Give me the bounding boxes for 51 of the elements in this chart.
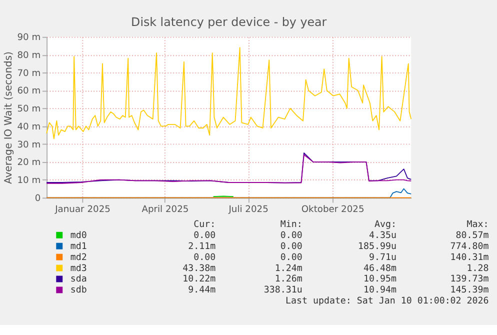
text: 139.73m	[450, 274, 490, 285]
text: 774.80m	[450, 242, 490, 252]
text: 185.99u	[358, 242, 397, 252]
text: Last update: Sat Jan 10 01:00:02 2026	[285, 296, 489, 307]
text: Cur:	[194, 220, 216, 230]
y-tick-label: 80 m	[17, 50, 41, 61]
x-tick-label: April 2025	[142, 204, 189, 215]
text: 140.31m	[450, 252, 490, 263]
legend-label: md2	[70, 252, 87, 263]
text: Avg:	[374, 220, 397, 230]
y-tick-label: 60 m	[17, 86, 41, 97]
text: 0.00	[194, 252, 216, 263]
text: 10.95m	[364, 274, 398, 285]
legend-label: md3	[70, 264, 87, 274]
x-tick-label: Oktober 2025	[301, 204, 364, 215]
chart-title: Disk latency per device - by year	[131, 14, 327, 29]
text: 9.71u	[369, 252, 397, 263]
text: 10.22m	[182, 274, 216, 285]
legend-label: sda	[70, 274, 87, 285]
legend-label: sdb	[70, 286, 87, 296]
text: 80.57m	[456, 230, 490, 241]
legend-label: md1	[70, 242, 87, 252]
text: 9.44m	[188, 286, 216, 296]
text: 10.94m	[364, 286, 398, 296]
x-tick-label: Januar 2025	[54, 204, 111, 215]
text: 2.11m	[188, 242, 216, 252]
text: 0.00	[280, 242, 302, 252]
y-tick-label: 20 m	[17, 158, 41, 168]
text: 4.35u	[369, 230, 397, 241]
y-tick-label: 90 m	[17, 33, 41, 44]
text: 0.00	[194, 230, 216, 241]
y-tick-label: 50 m	[17, 104, 41, 115]
text: 43.38m	[182, 264, 216, 274]
text: 46.48m	[364, 264, 398, 274]
y-tick-label: 10 m	[17, 176, 41, 186]
y-tick-label: 70 m	[17, 68, 41, 79]
text: 0.00	[280, 230, 302, 241]
text: Min:	[280, 220, 302, 230]
y-tick-label: 0	[34, 194, 41, 204]
text: 145.39m	[450, 286, 490, 296]
text: 0.00	[280, 252, 302, 263]
y-tick-label: 40 m	[17, 122, 41, 132]
text: 338.31u	[264, 286, 302, 296]
y-tick-label: 30 m	[17, 140, 41, 150]
legend-label: md0	[70, 230, 87, 241]
text: 1.26m	[274, 274, 303, 285]
y-axis-title: Average IO Wait (seconds)	[4, 51, 15, 184]
text: 1.28	[466, 264, 489, 274]
text: Max:	[466, 220, 489, 230]
text: 1.24m	[274, 264, 303, 274]
x-tick-label: Juli 2025	[228, 204, 269, 215]
